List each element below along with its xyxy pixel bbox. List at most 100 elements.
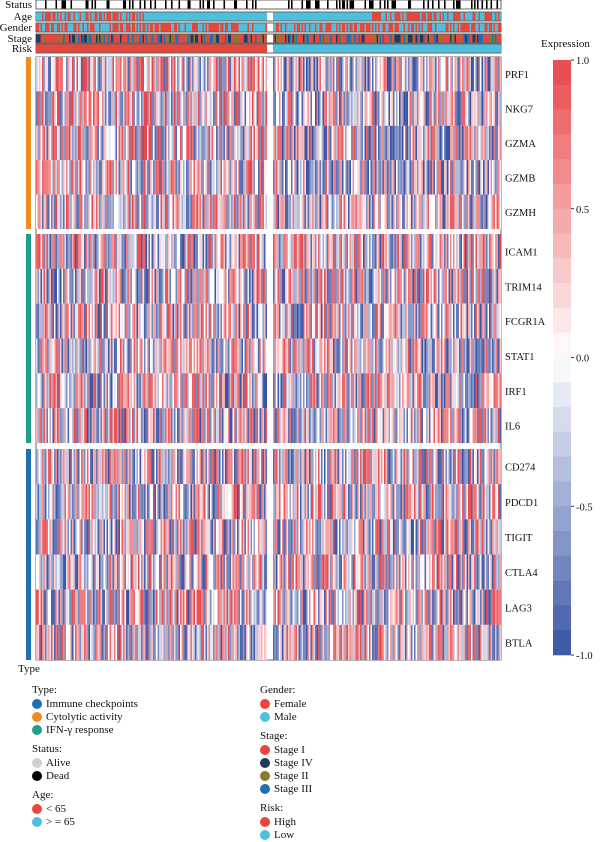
heatmap-cell [309,160,311,195]
heatmap-cell [336,160,338,195]
annotation-cell [321,44,323,53]
heatmap-cell [229,268,232,304]
heatmap-cell [312,303,314,339]
heatmap-cell [144,338,146,374]
heatmap-cell [154,338,157,374]
annotation-cell [352,0,355,9]
annotation-cell [451,12,454,21]
heatmap-cell [427,303,430,339]
annotation-cell [378,23,380,32]
heatmap-cell [115,408,118,444]
heatmap-cell [157,125,160,161]
annotation-cell [255,23,257,32]
annotation-cell [402,44,404,53]
annotation-cell [358,44,361,53]
heatmap-cell [148,303,151,339]
heatmap-cell [255,160,257,195]
heatmap-cell [262,408,265,444]
heatmap-cell [109,303,112,339]
heatmap-cell [181,234,184,269]
heatmap-cell [108,303,110,339]
heatmap-cell [198,234,200,269]
heatmap-cell [46,268,49,304]
heatmap-cell [417,449,419,485]
heatmap-cell [100,91,103,126]
annotation-cell [385,12,388,21]
heatmap-cell [135,268,137,304]
annotation-cell [306,23,308,32]
heatmap-cell [358,268,361,304]
annotation-cell [474,34,476,43]
heatmap-cell [397,338,400,374]
heatmap-cell [249,303,251,339]
heatmap-cell [84,125,86,161]
heatmap-cell [262,234,265,269]
annotation-cell [339,12,341,21]
heatmap-cell [76,449,79,485]
heatmap-cell [352,408,355,444]
heatmap-cell [129,373,131,409]
annotation-cell [291,12,293,21]
annotation-cell [444,12,446,21]
heatmap-cell [208,160,211,195]
annotation-cell [55,34,58,43]
heatmap-cell [45,338,47,374]
annotation-cell [492,12,494,21]
heatmap-cell [187,57,190,92]
heatmap-cell [460,408,463,444]
heatmap-cell [403,338,406,374]
heatmap-cell [406,160,409,195]
annotation-cell [204,44,206,53]
annotation-cell [219,44,221,53]
heatmap-cell [379,125,382,161]
annotation-cell [340,44,343,53]
heatmap-cell [310,373,313,409]
heatmap-cell [337,57,340,92]
heatmap-cell [378,373,380,409]
heatmap-cell [258,449,260,485]
annotation-cell [153,34,155,43]
heatmap-cell [187,125,190,161]
heatmap-cell [111,194,113,230]
annotation-cell [45,12,47,21]
heatmap-cell [142,57,145,92]
annotation-cell [469,12,472,21]
heatmap-cell [174,234,176,269]
annotation-cell [243,34,245,43]
heatmap-cell [52,408,55,444]
heatmap-cell [57,268,59,304]
heatmap-cell [411,268,413,304]
heatmap-cell [294,303,296,339]
annotation-cell [51,34,53,43]
heatmap-cell [45,234,47,269]
annotation-cell [177,12,179,21]
heatmap-cell [40,91,43,126]
heatmap-cell [184,91,187,126]
heatmap-cell [307,338,310,374]
annotation-cell [349,0,352,9]
heatmap-cell [105,125,107,161]
heatmap-cell [178,91,181,126]
heatmap-cell [453,160,455,195]
heatmap-cell [190,338,193,374]
heatmap-cell [201,194,203,230]
heatmap-cell [459,194,461,230]
heatmap-cell [160,408,163,444]
heatmap-cell [291,234,293,269]
annotation-cell [330,23,332,32]
heatmap-cell [109,373,112,409]
heatmap-cell [357,408,359,444]
annotation-cell [277,12,280,21]
heatmap-cell [178,160,181,195]
annotation-cell [300,23,302,32]
heatmap-cell [289,338,292,374]
heatmap-cell [358,57,361,92]
heatmap-cell [112,194,115,230]
heatmap-cell [228,338,230,374]
heatmap-cell [42,303,44,339]
annotation-cell [304,34,307,43]
annotation-cell [373,44,376,53]
heatmap-cell [174,373,176,409]
heatmap-cell [295,160,298,195]
heatmap-cell [75,194,77,230]
